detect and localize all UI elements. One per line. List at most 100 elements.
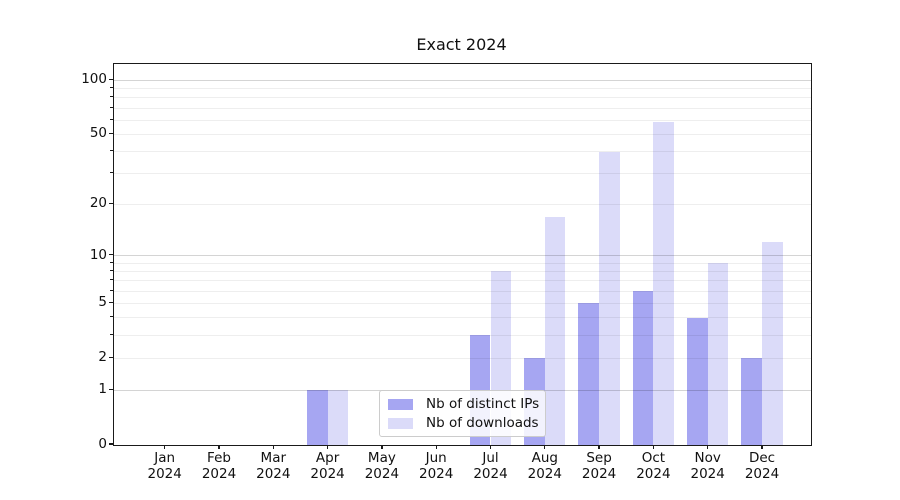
bar-downloads-dec (762, 242, 783, 445)
x-tick-mark (435, 445, 437, 449)
y-tick-label: 100 (81, 71, 107, 88)
x-tick-month: Dec (748, 450, 776, 466)
y-gridline-minor (114, 280, 811, 282)
legend-item-downloads: Nb of downloads (388, 415, 539, 431)
x-tick-mark (381, 445, 383, 449)
y-gridline-minor (114, 133, 811, 135)
x-tick-year: 2024 (473, 465, 508, 482)
y-tick-mark (108, 388, 113, 390)
x-tick-label-apr: Apr 2024 (301, 450, 355, 482)
bar-distinct-ips-sep (578, 303, 600, 445)
y-tick-label: 50 (89, 125, 107, 142)
y-gridline-minor (114, 151, 811, 153)
bar-downloads-aug (544, 216, 566, 445)
legend-swatch-downloads-icon (388, 417, 413, 429)
y-gridline-minor (114, 88, 811, 90)
y-minor-tick-mark (110, 289, 113, 291)
y-gridline-minor (114, 262, 811, 264)
x-tick-mark (598, 445, 600, 449)
x-tick-label-aug: Aug 2024 (518, 450, 572, 482)
legend-label-downloads: Nb of downloads (426, 415, 539, 431)
x-tick-year: 2024 (256, 465, 291, 482)
x-tick-month: May (367, 450, 396, 466)
x-tick-month: Jul (482, 450, 499, 466)
plot-area (113, 63, 812, 446)
y-minor-tick-mark (110, 87, 113, 89)
x-tick-year: 2024 (147, 465, 182, 482)
bar-downloads-nov (707, 263, 729, 445)
y-minor-tick-mark (110, 150, 113, 152)
x-tick-mark (164, 445, 166, 449)
y-minor-tick-mark (110, 356, 113, 358)
y-minor-tick-mark (110, 316, 113, 318)
y-minor-tick-mark (110, 269, 113, 271)
y-gridline-minor (114, 290, 811, 292)
x-tick-year: 2024 (581, 465, 617, 482)
x-tick-year: 2024 (527, 465, 562, 482)
y-tick-label: 5 (98, 294, 107, 311)
x-tick-month: Sep (586, 450, 612, 466)
y-minor-tick-mark (110, 96, 113, 98)
x-tick-label-jun: Jun 2024 (409, 450, 463, 482)
x-tick-label-feb: Feb 2024 (192, 450, 246, 482)
y-minor-tick-mark (110, 301, 113, 303)
y-gridline-minor (114, 302, 811, 304)
x-tick-mark (489, 445, 492, 449)
y-minor-tick-mark (110, 132, 113, 134)
x-tick-year: 2024 (201, 465, 237, 482)
y-minor-tick-mark (110, 279, 113, 281)
x-tick-label-jul: Jul 2024 (464, 450, 518, 482)
legend-item-distinct-ips: Nb of distinct IPs (388, 396, 540, 412)
x-tick-month: Feb (207, 450, 231, 466)
y-gridline-minor (114, 97, 811, 99)
y-tick-label: 10 (89, 246, 107, 263)
x-tick-year: 2024 (690, 465, 725, 482)
x-tick-year: 2024 (310, 465, 345, 482)
bar-downloads-apr (327, 390, 349, 445)
x-tick-label-may: May 2024 (355, 450, 409, 482)
y-tick-label: 1 (98, 381, 107, 398)
bar-distinct-ips-nov (687, 317, 708, 445)
legend-label-distinct-ips: Nb of distinct IPs (426, 396, 540, 412)
x-tick-month: Mar (260, 450, 287, 466)
bar-downloads-sep (599, 151, 620, 445)
x-tick-label-oct: Oct 2024 (626, 450, 680, 482)
y-gridline-minor (114, 119, 811, 121)
x-tick-mark (326, 445, 329, 449)
y-minor-tick-mark (110, 333, 113, 335)
y-minor-tick-mark (110, 172, 113, 174)
x-tick-month: Jun (425, 450, 447, 466)
x-tick-year: 2024 (636, 465, 671, 482)
x-tick-mark (272, 445, 274, 449)
x-tick-mark (707, 445, 709, 449)
x-tick-month: Aug (531, 450, 558, 466)
y-gridline-minor (114, 173, 811, 175)
bar-downloads-oct (653, 121, 675, 445)
y-tick-label: 0 (98, 436, 107, 452)
x-tick-month: Nov (694, 450, 721, 466)
x-tick-mark (218, 445, 220, 449)
x-tick-month: Oct (641, 450, 666, 466)
y-minor-tick-mark (110, 261, 113, 263)
x-tick-mark (652, 445, 655, 449)
x-tick-year: 2024 (744, 465, 780, 482)
x-tick-label-nov: Nov 2024 (681, 450, 735, 482)
bar-distinct-ips-oct (632, 291, 654, 445)
y-gridline-major (114, 79, 811, 81)
y-tick-label: 20 (89, 195, 107, 212)
x-tick-label-mar: Mar 2024 (246, 450, 300, 482)
x-tick-mark (544, 445, 546, 449)
bar-distinct-ips-dec (741, 358, 762, 445)
y-tick-mark (108, 443, 113, 445)
x-tick-month: Apr (315, 450, 340, 466)
y-gridline-major (114, 255, 811, 257)
y-minor-tick-mark (110, 106, 113, 108)
y-tick-mark (108, 253, 113, 256)
x-tick-label-sep: Sep 2024 (572, 450, 626, 482)
y-gridline-minor (114, 107, 811, 109)
y-gridline-minor (114, 270, 811, 272)
x-tick-mark (761, 445, 763, 449)
legend-swatch-distinct-ips-icon (388, 398, 413, 410)
y-minor-tick-mark (110, 118, 113, 120)
x-tick-month: Jan (154, 450, 176, 466)
